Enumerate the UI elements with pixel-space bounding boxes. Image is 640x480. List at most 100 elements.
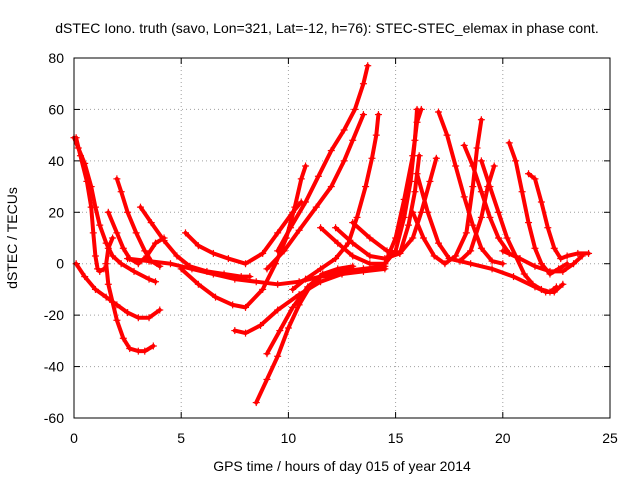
data-point <box>349 136 357 144</box>
data-point <box>467 260 475 268</box>
data-point <box>89 229 97 237</box>
data-point <box>537 260 545 268</box>
data-point <box>550 288 558 296</box>
data-point <box>460 193 468 201</box>
data-point <box>392 234 400 242</box>
data-point <box>113 229 121 237</box>
data-point <box>460 141 468 149</box>
data-series <box>70 62 593 407</box>
data-point <box>381 260 389 268</box>
series-arc-3 <box>72 260 164 322</box>
data-point <box>499 260 507 268</box>
data-point <box>477 116 485 124</box>
data-point <box>166 260 174 268</box>
data-point <box>259 249 267 257</box>
data-point <box>124 208 132 216</box>
series-arc-16 <box>289 111 382 293</box>
data-point <box>495 208 503 216</box>
data-point <box>469 221 477 229</box>
data-point <box>544 224 552 232</box>
data-point <box>104 208 112 216</box>
data-point <box>563 252 571 260</box>
data-point <box>87 203 95 211</box>
data-point <box>314 172 322 180</box>
data-point <box>83 177 91 185</box>
series-line <box>436 110 505 266</box>
data-point <box>411 188 419 196</box>
data-point <box>359 265 367 273</box>
data-point <box>259 285 267 293</box>
data-point <box>351 105 359 113</box>
x-tick-label: 0 <box>70 430 78 446</box>
data-point <box>274 306 282 314</box>
data-point <box>263 375 271 383</box>
data-point <box>542 288 550 296</box>
y-axis-label: dSTEC / TECUs <box>4 187 20 289</box>
data-point <box>512 157 520 165</box>
x-tick-label: 10 <box>281 430 297 446</box>
data-point <box>349 219 357 227</box>
data-point <box>274 280 282 288</box>
data-point <box>570 260 578 268</box>
data-point <box>242 260 250 268</box>
data-point <box>505 139 513 147</box>
data-point <box>96 221 104 229</box>
data-point <box>317 265 325 273</box>
series-arc-13 <box>263 262 357 358</box>
series-line <box>350 156 439 256</box>
data-point <box>559 280 567 288</box>
data-point <box>91 252 99 260</box>
x-tick-labels: 0 5 10 15 20 25 <box>70 430 618 446</box>
data-point <box>574 249 582 257</box>
data-point <box>231 275 239 283</box>
data-point <box>531 283 539 291</box>
data-point <box>432 154 440 162</box>
data-point <box>417 208 425 216</box>
data-point <box>327 183 335 191</box>
series-line <box>333 153 422 261</box>
data-point <box>124 309 132 317</box>
data-point <box>132 229 140 237</box>
series-arc-27 <box>525 170 593 263</box>
data-point <box>400 195 408 203</box>
series-arc-23 <box>434 108 507 268</box>
series-line <box>290 112 381 292</box>
data-point <box>334 239 342 247</box>
data-point <box>119 244 127 252</box>
x-tick-label: 5 <box>177 430 185 446</box>
data-point <box>486 213 494 221</box>
data-point <box>145 314 153 322</box>
data-point <box>302 275 310 283</box>
data-point <box>113 316 121 324</box>
data-point <box>525 219 533 227</box>
data-point <box>229 301 237 309</box>
data-point <box>117 188 125 196</box>
data-point <box>404 221 412 229</box>
data-point <box>434 239 442 247</box>
data-point <box>419 234 427 242</box>
data-point <box>212 293 220 301</box>
data-point <box>173 252 181 260</box>
data-point <box>490 162 498 170</box>
data-point <box>503 234 511 242</box>
series-arc-21 <box>409 116 485 268</box>
data-point <box>477 188 485 196</box>
data-point <box>510 273 518 281</box>
data-point <box>462 229 470 237</box>
data-point <box>156 306 164 314</box>
series-arc-19 <box>349 154 440 257</box>
series-arc-15 <box>274 62 372 255</box>
data-point <box>525 170 533 178</box>
y-tick-label: -60 <box>44 410 64 426</box>
data-point <box>366 252 374 260</box>
data-point <box>104 280 112 288</box>
data-point <box>364 62 372 70</box>
data-point <box>413 118 421 126</box>
data-point <box>495 234 503 242</box>
data-point <box>469 183 477 191</box>
data-point <box>113 175 121 183</box>
data-point <box>109 298 117 306</box>
data-point <box>274 247 282 255</box>
data-point <box>366 260 374 268</box>
